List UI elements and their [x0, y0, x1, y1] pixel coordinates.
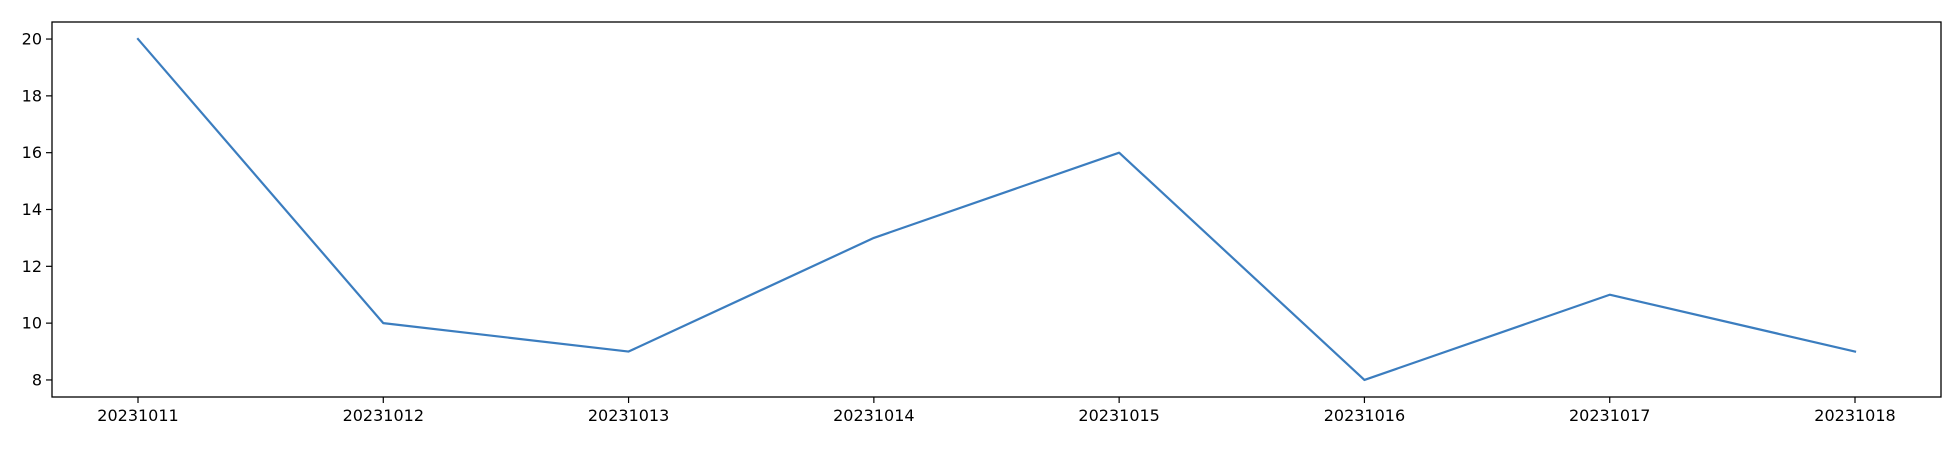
- x-tick-label: 20231016: [1324, 406, 1405, 425]
- y-tick-label: 16: [22, 143, 42, 162]
- x-tick-label: 20231018: [1814, 406, 1895, 425]
- series-line: [136, 37, 1857, 382]
- y-tick-label: 18: [22, 86, 42, 105]
- x-axis: 20231011 20231012 20231013 20231014 20231015…: [97, 397, 1896, 425]
- y-tick-label: 20: [22, 30, 42, 49]
- plot-frame: [51, 21, 1942, 398]
- x-tick-label: 20231014: [833, 406, 914, 425]
- plot-area: [136, 37, 1857, 382]
- x-tick-label: 20231017: [1569, 406, 1650, 425]
- x-tick-label: 20231015: [1078, 406, 1159, 425]
- x-tick-label: 20231013: [588, 406, 669, 425]
- y-tick-label: 14: [22, 200, 42, 219]
- y-tick-label: 10: [22, 314, 42, 333]
- y-tick-label: 12: [22, 257, 42, 276]
- x-tick-label: 20231011: [97, 406, 178, 425]
- x-tick-label: 20231012: [343, 406, 424, 425]
- y-axis: 8 10 12 14 16 18 20: [22, 30, 52, 389]
- y-tick-label: 8: [32, 370, 42, 389]
